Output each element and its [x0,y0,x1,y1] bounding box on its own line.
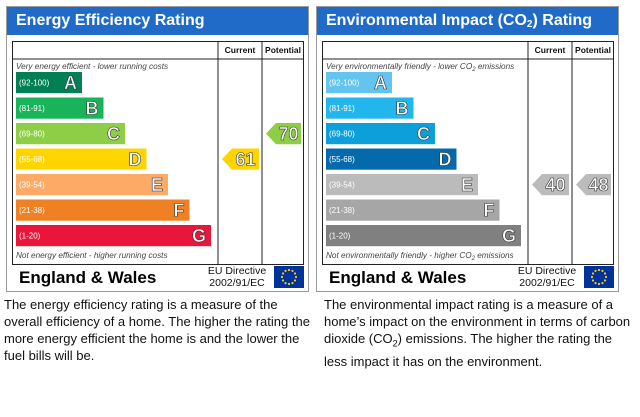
environment-band-e [326,174,478,196]
environment-band-letter-d: D [439,150,452,170]
environment-band-letter-f: F [484,201,495,221]
energy-band-range-e: (39-54) [19,181,45,190]
energy-band-f [16,199,190,221]
energy-band-letter-d: D [129,150,142,170]
energy-current-arrow [222,148,259,170]
environment-band-letter-b: B [396,99,409,119]
env-directive-line1: EU Directive [517,265,577,277]
energy-directive-line2: 2002/91/EC [209,277,265,289]
energy-band-range-d: (55-68) [19,155,45,164]
environment-top-note: Very environmentally friendly - lower CO… [326,62,514,73]
environment-potential-value: 48 [588,175,608,195]
energy-chart: Current Potential Very energy efficient - … [12,41,304,265]
energy-band-letter-a: A [64,73,77,93]
environment-region-label: England & Wales [329,268,467,287]
environment-band-d [326,148,457,170]
environment-header-potential: Potential [575,45,611,55]
energy-header-current: Current [225,45,256,55]
energy-band-letter-g: G [192,226,206,246]
environment-band-b [326,97,414,119]
environment-band-range-d: (55-68) [329,155,355,164]
environment-band-letter-e: E [461,175,473,195]
energy-band-range-c: (69-80) [19,130,45,139]
environment-band-g [326,225,521,247]
env-desc-sub: 2 [392,338,398,349]
environment-band-letter-g: G [502,226,516,246]
environment-band-range-b: (81-91) [329,104,355,113]
energy-efficiency-panel: Energy Efficiency Rating Current Potentia… [6,6,309,292]
environment-panel-title: Environmental Impact (CO2) Rating [317,7,618,35]
energy-region-label: England & Wales [19,268,157,287]
energy-band-range-g: (1-20) [19,232,41,241]
env-desc-part1: The environmental impact rating is a mea… [324,297,631,346]
energy-footer: England & Wales EU Directive 2002/91/EC [12,265,304,290]
energy-band-range-a: (92-100) [19,79,50,88]
env-desc-part2: ) emissions. The higher the rating the l… [324,331,613,369]
energy-band-b [16,97,104,119]
energy-potential-arrow [266,123,301,145]
energy-band-e [16,174,168,196]
environment-header-current: Current [535,45,566,55]
environment-band-range-f: (21-38) [329,206,355,215]
env-title-sub: 2 [526,19,533,30]
energy-band-a [16,72,82,94]
eu-flag-icon [584,266,614,288]
energy-directive-line1: EU Directive [207,265,267,277]
energy-description: The energy efficiency rating is a measur… [4,297,310,363]
environmental-impact-panel: Environmental Impact (CO2) Rating Curren… [316,6,619,292]
energy-bottom-note: Not energy efficient - higher running co… [16,251,168,260]
environment-band-letter-a: A [374,73,387,93]
environment-current-value: 40 [545,175,565,195]
energy-eu-directive: EU Directive 2002/91/EC [202,265,272,289]
energy-band-letter-b: B [86,99,99,119]
env-directive-line2: 2002/91/EC [519,277,575,289]
eu-flag-icon [274,266,304,288]
environment-eu-directive: EU Directive 2002/91/EC [512,265,582,289]
environment-frame [322,41,614,265]
environment-bottom-note: Not environmentally friendly - higher CO… [326,251,514,262]
energy-band-g [16,225,211,247]
energy-frame [12,41,304,265]
energy-band-d [16,148,147,170]
energy-current-value: 61 [235,150,255,170]
environment-chart: Current Potential Very environmentally fri… [322,41,614,265]
environment-band-range-g: (1-20) [329,232,351,241]
energy-header-potential: Potential [265,45,301,55]
energy-top-note: Very energy efficient - lower running co… [16,62,168,71]
energy-band-letter-e: E [151,175,163,195]
environment-potential-arrow [576,174,611,196]
energy-potential-value: 70 [278,124,298,144]
energy-band-range-f: (21-38) [19,206,45,215]
environment-band-range-e: (39-54) [329,181,355,190]
environment-band-c [326,123,435,145]
energy-band-letter-f: F [174,201,185,221]
environment-band-letter-c: C [417,124,430,144]
environment-band-f [326,199,500,221]
energy-band-range-b: (81-91) [19,104,45,113]
environment-band-a [326,72,392,94]
environment-description: The environmental impact rating is a mea… [324,296,636,370]
environment-band-range-c: (69-80) [329,130,355,139]
environment-footer: England & Wales EU Directive 2002/91/EC [322,265,614,290]
env-title-prefix: Environmental Impact (CO [326,12,527,29]
energy-band-c [16,123,125,145]
environment-band-range-a: (92-100) [329,79,360,88]
energy-band-letter-c: C [107,124,120,144]
energy-panel-title: Energy Efficiency Rating [7,7,308,35]
environment-current-arrow [532,174,569,196]
env-title-suffix: ) Rating [532,12,593,29]
